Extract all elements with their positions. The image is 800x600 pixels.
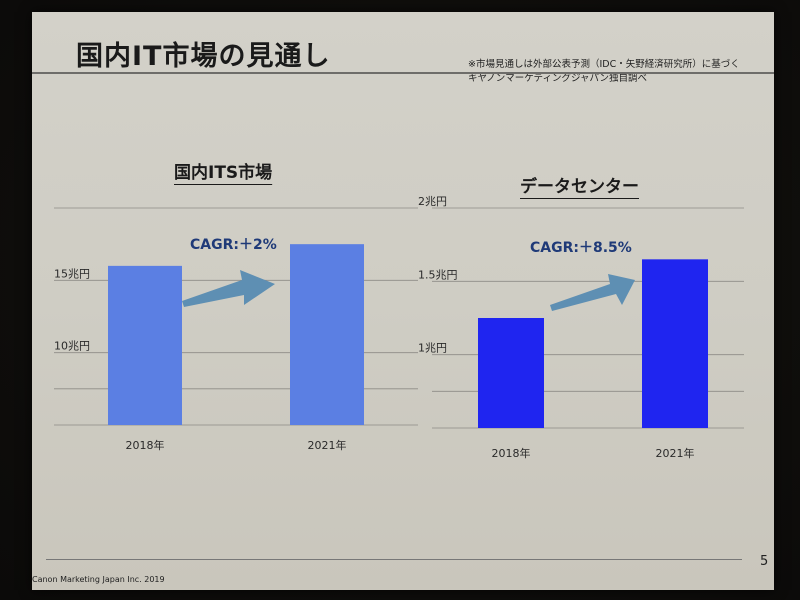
its-x-tick-label: 2021年 (308, 438, 347, 452)
slide: 国内IT市場の見通し ※市場見通しは外部公表予測（IDC・矢野経済研究所）に基づ… (32, 12, 774, 590)
copyright-text: Canon Marketing Japan Inc. 2019 (32, 575, 165, 584)
chart-title-datacenter: データセンター (520, 177, 639, 197)
slide-title: 国内IT市場の見通し (76, 41, 331, 72)
its-bar-1 (290, 244, 364, 425)
dc-bar-0 (478, 318, 544, 428)
dc-cagr-annotation: CAGR:＋8.5% (530, 240, 632, 256)
its-y-tick-label: 10兆円 (54, 340, 90, 353)
dc-x-tick-label: 2018年 (492, 446, 531, 460)
its-bar-0 (108, 265, 182, 425)
its-cagr-annotation: CAGR:＋2% (190, 237, 277, 253)
dc-bar-1 (642, 259, 708, 428)
dc-y-tick-label: 1.5兆円 (418, 268, 458, 281)
title-divider (32, 72, 774, 74)
dc-y-tick-label: 1兆円 (418, 342, 447, 355)
chart-title-its: 国内ITS市場 (174, 163, 273, 183)
page-number: 5 (760, 554, 769, 569)
source-note-line2: キヤノンマーケティングジャパン独自調べ (468, 73, 647, 84)
source-note-line1: ※市場見通しは外部公表予測（IDC・矢野経済研究所）に基づく (468, 59, 740, 70)
its-y-tick-label: 15兆円 (54, 267, 90, 280)
dc-growth-arrow (550, 274, 635, 311)
footer-divider (46, 559, 742, 560)
source-note: ※市場見通しは外部公表予測（IDC・矢野経済研究所）に基づく キヤノンマーケティ… (468, 58, 768, 86)
its-growth-arrow (182, 270, 275, 307)
charts-canvas: 10兆円 15兆円 2018年 2021年 CAGR:＋2% 1兆円 1.5兆円 2兆円 201… (54, 195, 744, 460)
dc-y-tick-label: 2兆円 (418, 195, 447, 208)
dc-x-tick-label: 2021年 (656, 446, 695, 460)
its-x-tick-label: 2018年 (126, 438, 165, 452)
